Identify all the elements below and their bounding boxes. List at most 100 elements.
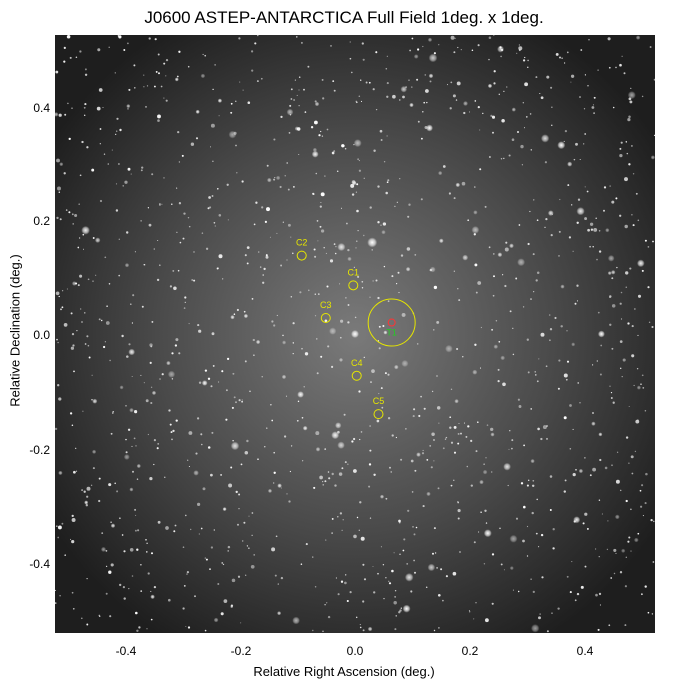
star: [385, 577, 387, 579]
star: [235, 100, 237, 102]
plot-title: J0600 ASTEP-ANTARCTICA Full Field 1deg. …: [144, 8, 544, 27]
star: [78, 237, 81, 239]
star: [204, 557, 206, 559]
star: [325, 539, 327, 541]
star: [598, 556, 600, 558]
star: [331, 365, 334, 368]
star: [508, 154, 511, 157]
star: [621, 55, 623, 57]
star: [59, 162, 64, 167]
star: [375, 279, 378, 282]
star: [405, 428, 407, 430]
star: [214, 225, 216, 227]
star: [140, 220, 142, 222]
star: [402, 95, 405, 99]
star: [372, 280, 374, 282]
star: [72, 344, 75, 347]
star: [68, 137, 71, 141]
star: [140, 169, 143, 172]
star: [383, 265, 386, 268]
star: [450, 35, 455, 40]
star: [243, 521, 246, 524]
star: [210, 123, 215, 128]
star: [116, 130, 118, 132]
star: [612, 401, 615, 404]
star: [99, 143, 101, 145]
star: [245, 574, 247, 576]
star: [303, 88, 305, 91]
star: [482, 112, 484, 115]
star: [504, 284, 507, 288]
star: [625, 436, 629, 439]
star: [651, 613, 654, 615]
star: [477, 44, 480, 47]
star: [298, 89, 300, 91]
star: [566, 360, 570, 363]
star: [230, 314, 235, 320]
star: [95, 274, 97, 276]
star: [630, 455, 634, 459]
star: [557, 387, 560, 390]
star: [55, 427, 58, 431]
star: [403, 538, 406, 541]
star: [345, 297, 347, 299]
star: [453, 479, 455, 481]
star: [323, 246, 325, 249]
star: [210, 546, 214, 549]
star: [252, 338, 255, 342]
star: [445, 344, 453, 353]
star: [185, 625, 187, 628]
star: [527, 479, 530, 482]
star: [593, 227, 598, 232]
star: [61, 306, 64, 309]
star: [584, 133, 587, 135]
star: [625, 141, 628, 143]
star: [226, 357, 230, 361]
star: [532, 479, 535, 482]
star: [379, 494, 385, 499]
star: [575, 469, 577, 471]
star: [302, 460, 304, 462]
star: [86, 495, 89, 498]
star: [645, 472, 648, 476]
star: [544, 161, 547, 164]
star: [408, 79, 410, 81]
star: [369, 296, 371, 298]
star: [473, 233, 476, 236]
star: [641, 269, 644, 272]
star: [497, 252, 503, 258]
star: [172, 429, 175, 433]
star: [324, 480, 327, 483]
star: [55, 589, 57, 591]
x-tick: -0.4: [115, 644, 137, 658]
star: [552, 547, 555, 550]
star: [70, 312, 73, 315]
star: [319, 205, 322, 208]
star: [593, 96, 596, 99]
star: [503, 569, 505, 571]
star: [86, 146, 89, 149]
star: [547, 210, 554, 216]
star: [56, 338, 58, 341]
star: [532, 253, 535, 256]
star: [350, 183, 355, 188]
star: [331, 532, 333, 534]
star: [474, 100, 477, 102]
star: [205, 558, 208, 561]
star: [75, 56, 78, 58]
star: [71, 107, 73, 109]
star: [393, 600, 397, 605]
star: [413, 54, 419, 59]
star: [59, 595, 61, 597]
star: [349, 41, 351, 43]
star: [77, 284, 80, 287]
star: [599, 604, 601, 606]
star: [438, 422, 440, 424]
star: [503, 157, 505, 160]
star: [535, 76, 538, 79]
star: [642, 387, 645, 389]
star: [213, 221, 216, 224]
star: [479, 367, 482, 369]
star: [480, 326, 483, 329]
star: [628, 405, 630, 408]
